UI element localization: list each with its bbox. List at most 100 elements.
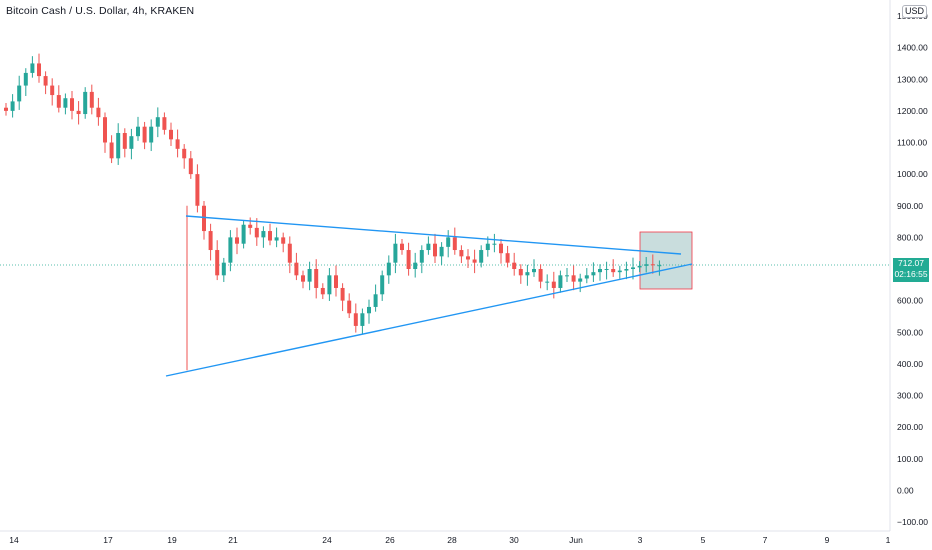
price-scale-label: 300.00	[897, 391, 923, 401]
candle-body	[142, 126, 147, 143]
time-scale-label: 28	[447, 535, 457, 545]
candle-body	[631, 267, 635, 269]
candle-body	[340, 287, 345, 301]
candle-body	[558, 275, 563, 288]
candle-body	[96, 107, 101, 118]
candle-body	[604, 269, 609, 270]
candle-body	[505, 253, 510, 263]
last-price-label: 712.07 02:16:55	[893, 258, 929, 282]
candle-body	[307, 269, 312, 282]
time-scale-label: 19	[167, 535, 177, 545]
candle-body	[406, 250, 411, 269]
target-box	[639, 231, 693, 290]
candle-body	[485, 243, 490, 251]
candle-body	[400, 243, 404, 251]
candle-body	[466, 256, 470, 260]
candle-body	[545, 281, 550, 283]
price-scale-label: 600.00	[897, 296, 923, 306]
candle-body	[30, 63, 35, 73]
candle-body	[83, 91, 88, 115]
candle-body	[419, 250, 424, 263]
time-scale-label: 14	[9, 535, 19, 545]
candle-body	[37, 63, 41, 77]
candle-body	[367, 306, 371, 314]
candle-body	[320, 287, 325, 295]
candle-body	[479, 250, 484, 263]
candle-body	[103, 117, 107, 143]
price-scale-label: 200.00	[897, 422, 923, 432]
candle-body	[644, 264, 649, 266]
candle-body	[228, 237, 233, 263]
candle-body	[532, 269, 536, 273]
price-scale-label: −100.00	[897, 517, 928, 527]
time-scale-label: Jun	[569, 535, 583, 545]
upper-trendline	[185, 215, 682, 255]
candle-body	[314, 269, 319, 288]
candle-body	[169, 129, 173, 140]
candle-body	[472, 259, 477, 263]
candle-body	[215, 250, 220, 276]
currency-badge[interactable]: USD	[902, 5, 928, 18]
candle-body	[281, 237, 286, 244]
price-scale-label: 1000.00	[897, 169, 928, 179]
candle-body	[578, 278, 583, 282]
bar-countdown: 02:16:55	[894, 269, 928, 279]
candle-body	[373, 294, 378, 307]
candle-body	[63, 98, 68, 108]
candle-body	[287, 243, 292, 263]
candle-body	[116, 133, 121, 159]
price-scale-label: 400.00	[897, 359, 923, 369]
candle-body	[598, 269, 602, 273]
candle-body	[459, 250, 464, 257]
time-scale-label: 21	[228, 535, 238, 545]
candle-body	[149, 126, 154, 143]
candle-body	[23, 72, 28, 86]
candle-body	[584, 275, 589, 279]
candle-body	[294, 262, 299, 276]
price-scale-label: 100.00	[897, 454, 923, 464]
candle-body	[492, 243, 497, 245]
candle-body	[17, 85, 22, 102]
candle-body	[175, 139, 180, 149]
price-scale-label: 800.00	[897, 232, 923, 242]
candle-body	[129, 136, 134, 149]
candle-body	[202, 205, 206, 232]
candle-body	[617, 270, 622, 273]
candle-body	[426, 243, 431, 251]
candle-body	[10, 101, 15, 111]
candle-body	[208, 231, 213, 251]
candle-body	[248, 224, 253, 228]
candle-body	[446, 237, 451, 247]
price-scale-label: 0.00	[897, 485, 914, 495]
time-scale-label: 24	[322, 535, 332, 545]
time-scale-label: 5	[701, 535, 706, 545]
candle-body	[386, 262, 391, 276]
candle-body	[43, 76, 48, 86]
candle-body	[261, 231, 266, 238]
candle-body	[122, 133, 127, 149]
candle-body	[162, 117, 167, 130]
candle-body	[380, 275, 385, 295]
candle-body	[393, 243, 398, 263]
candle-body	[182, 148, 187, 159]
candle-body	[254, 227, 259, 238]
candle-body	[274, 237, 279, 241]
candle-body	[360, 313, 365, 326]
candle-body	[56, 95, 61, 108]
time-scale-label: 17	[103, 535, 113, 545]
price-scale-label: 1200.00	[897, 106, 928, 116]
candle-body	[657, 265, 662, 267]
candle-body	[551, 281, 556, 288]
candle-body	[439, 246, 444, 257]
time-scale-label: 9	[825, 535, 830, 545]
candle-body	[70, 98, 74, 111]
candle-body	[334, 275, 338, 288]
candle-body	[518, 269, 523, 276]
candle-body	[155, 117, 160, 127]
time-scale-label: 7	[763, 535, 768, 545]
candle-body	[571, 275, 576, 282]
chart-title: Bitcoin Cash / U.S. Dollar, 4h, KRAKEN	[6, 5, 195, 17]
candle-body	[136, 126, 140, 137]
candle-body	[512, 262, 517, 269]
